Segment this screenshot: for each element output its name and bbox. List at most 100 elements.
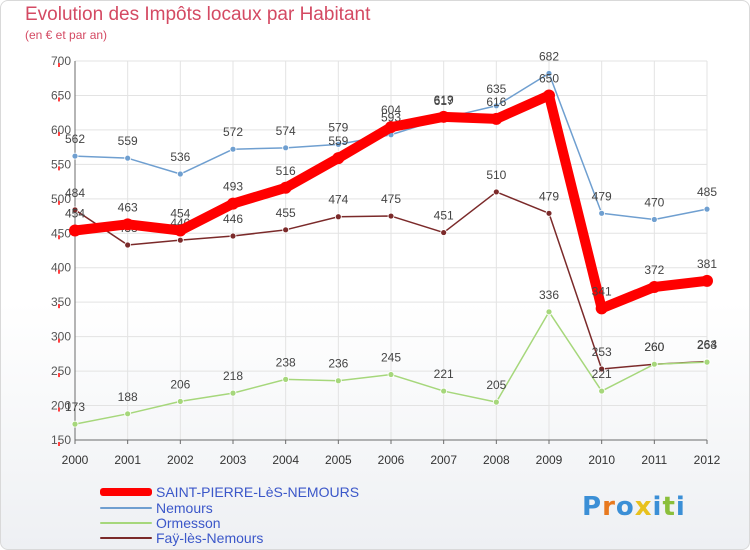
- data-label-ormesson: 260: [644, 340, 664, 354]
- data-label-fa-l-s-nemours: 484: [65, 186, 85, 200]
- y-tick-label: 200: [51, 399, 71, 413]
- data-label-ormesson: 188: [118, 390, 138, 404]
- y-tick-label: 600: [51, 123, 71, 137]
- data-point-nemours: [124, 154, 132, 162]
- data-point-saint-pierre-l-s-nemours: [701, 274, 713, 287]
- data-label-fa-l-s-nemours: 260: [644, 340, 664, 354]
- data-point-saint-pierre-l-s-nemours: [69, 224, 81, 237]
- x-tick-label: 2007: [430, 453, 457, 467]
- data-point-ormesson: [334, 377, 342, 385]
- x-tick-label: 2004: [272, 453, 299, 467]
- data-label-ormesson: 263: [697, 338, 717, 352]
- data-point-fa-l-s-nemours: [598, 365, 606, 373]
- data-label-saint-pierre-l-s-nemours: 372: [644, 263, 664, 277]
- data-label-ormesson: 221: [592, 367, 612, 381]
- x-tick-label: 2006: [378, 453, 405, 467]
- data-point-ormesson: [387, 371, 395, 378]
- legend-label-saint-pierre: SAINT-PIERRE-LèS-NEMOURS: [156, 484, 360, 500]
- data-point-saint-pierre-l-s-nemours: [227, 197, 239, 210]
- x-tick-label: 2003: [220, 453, 247, 467]
- data-point-fa-l-s-nemours: [71, 206, 79, 214]
- data-point-fa-l-s-nemours: [387, 212, 395, 220]
- data-point-nemours: [71, 152, 79, 160]
- logo-letter: t: [662, 492, 676, 522]
- x-tick-label: 2002: [167, 453, 194, 467]
- data-label-saint-pierre-l-s-nemours: 454: [65, 207, 85, 221]
- data-point-ormesson: [71, 420, 79, 428]
- y-tick-label: 300: [51, 330, 71, 344]
- y-tick-label: 700: [51, 54, 71, 68]
- data-label-fa-l-s-nemours: 510: [486, 168, 506, 182]
- x-tick-label: 2008: [483, 453, 510, 467]
- legend-label-nemours: Nemours: [156, 500, 213, 516]
- data-point-nemours: [334, 140, 342, 148]
- x-tick-label: 2000: [62, 453, 89, 467]
- data-label-ormesson: 245: [381, 351, 401, 365]
- data-label-nemours: 572: [223, 125, 243, 139]
- data-point-ormesson: [176, 398, 184, 405]
- x-tick-label: 2010: [588, 453, 615, 467]
- data-point-ormesson: [598, 387, 606, 395]
- data-point-saint-pierre-l-s-nemours: [174, 224, 187, 237]
- y-tick-label: 500: [51, 192, 71, 206]
- data-label-saint-pierre-l-s-nemours: 493: [223, 180, 243, 194]
- data-label-nemours: 536: [170, 150, 190, 164]
- data-point-ormesson: [492, 398, 500, 406]
- data-point-saint-pierre-l-s-nemours: [385, 121, 397, 134]
- data-point-saint-pierre-l-s-nemours: [648, 281, 661, 294]
- x-tick-label: 2011: [641, 453, 667, 467]
- data-point-saint-pierre-l-s-nemours: [437, 110, 450, 123]
- data-label-fa-l-s-nemours: 253: [592, 345, 612, 359]
- data-label-fa-l-s-nemours: 474: [328, 193, 348, 207]
- data-label-ormesson: 238: [276, 355, 296, 369]
- data-label-saint-pierre-l-s-nemours: 516: [276, 164, 296, 178]
- data-point-nemours: [598, 209, 606, 217]
- data-point-saint-pierre-l-s-nemours: [543, 89, 555, 102]
- data-point-ormesson: [703, 358, 711, 366]
- x-tick-label: 2009: [536, 453, 563, 467]
- data-label-saint-pierre-l-s-nemours: 616: [486, 95, 506, 109]
- legend-item-fay-les-nemours: Faÿ-lès-Nemours: [100, 530, 420, 546]
- data-label-fa-l-s-nemours: 446: [223, 212, 243, 226]
- data-point-nemours: [492, 102, 500, 110]
- chart-subtitle: (en € et par an): [25, 28, 108, 42]
- y-tick-label: 250: [51, 364, 71, 378]
- data-point-ormesson: [440, 387, 448, 395]
- data-point-nemours: [282, 144, 290, 152]
- data-label-ormesson: 336: [539, 288, 559, 302]
- data-label-saint-pierre-l-s-nemours: 619: [434, 93, 454, 107]
- data-point-ormesson: [229, 389, 237, 397]
- data-label-nemours: 485: [697, 185, 717, 199]
- data-label-nemours: 579: [328, 120, 348, 134]
- data-label-fa-l-s-nemours: 264: [697, 337, 717, 351]
- data-point-fa-l-s-nemours: [492, 188, 500, 196]
- data-point-fa-l-s-nemours: [440, 229, 448, 236]
- data-point-nemours: [545, 70, 553, 77]
- data-point-ormesson: [124, 410, 132, 418]
- legend-label-fay-les-nemours: Faÿ-lès-Nemours: [156, 530, 264, 546]
- data-label-nemours: 479: [592, 189, 612, 203]
- y-tick-label: 400: [51, 261, 71, 275]
- data-label-saint-pierre-l-s-nemours: 381: [697, 257, 717, 271]
- data-label-ormesson: 205: [486, 378, 506, 392]
- data-point-saint-pierre-l-s-nemours: [490, 112, 503, 125]
- y-tick-label: 650: [51, 88, 71, 102]
- data-point-ormesson: [650, 360, 658, 368]
- data-label-fa-l-s-nemours: 475: [381, 192, 401, 206]
- data-label-saint-pierre-l-s-nemours: 454: [170, 207, 190, 221]
- logo-letter: o: [615, 492, 635, 522]
- data-point-saint-pierre-l-s-nemours: [121, 218, 134, 231]
- data-label-fa-l-s-nemours: 451: [434, 209, 454, 223]
- legend-item-nemours: Nemours: [100, 500, 420, 516]
- data-label-nemours: 470: [644, 195, 664, 209]
- legend-swatch-saint-pierre: [100, 488, 152, 496]
- data-point-ormesson: [545, 308, 553, 316]
- data-point-saint-pierre-l-s-nemours: [595, 302, 608, 315]
- y-tick-label: 150: [51, 433, 71, 447]
- data-point-nemours: [229, 145, 237, 153]
- data-label-ormesson: 218: [223, 369, 243, 383]
- logo-letter: x: [634, 492, 653, 522]
- logo-letter: i: [675, 492, 686, 522]
- data-point-nemours: [703, 205, 711, 213]
